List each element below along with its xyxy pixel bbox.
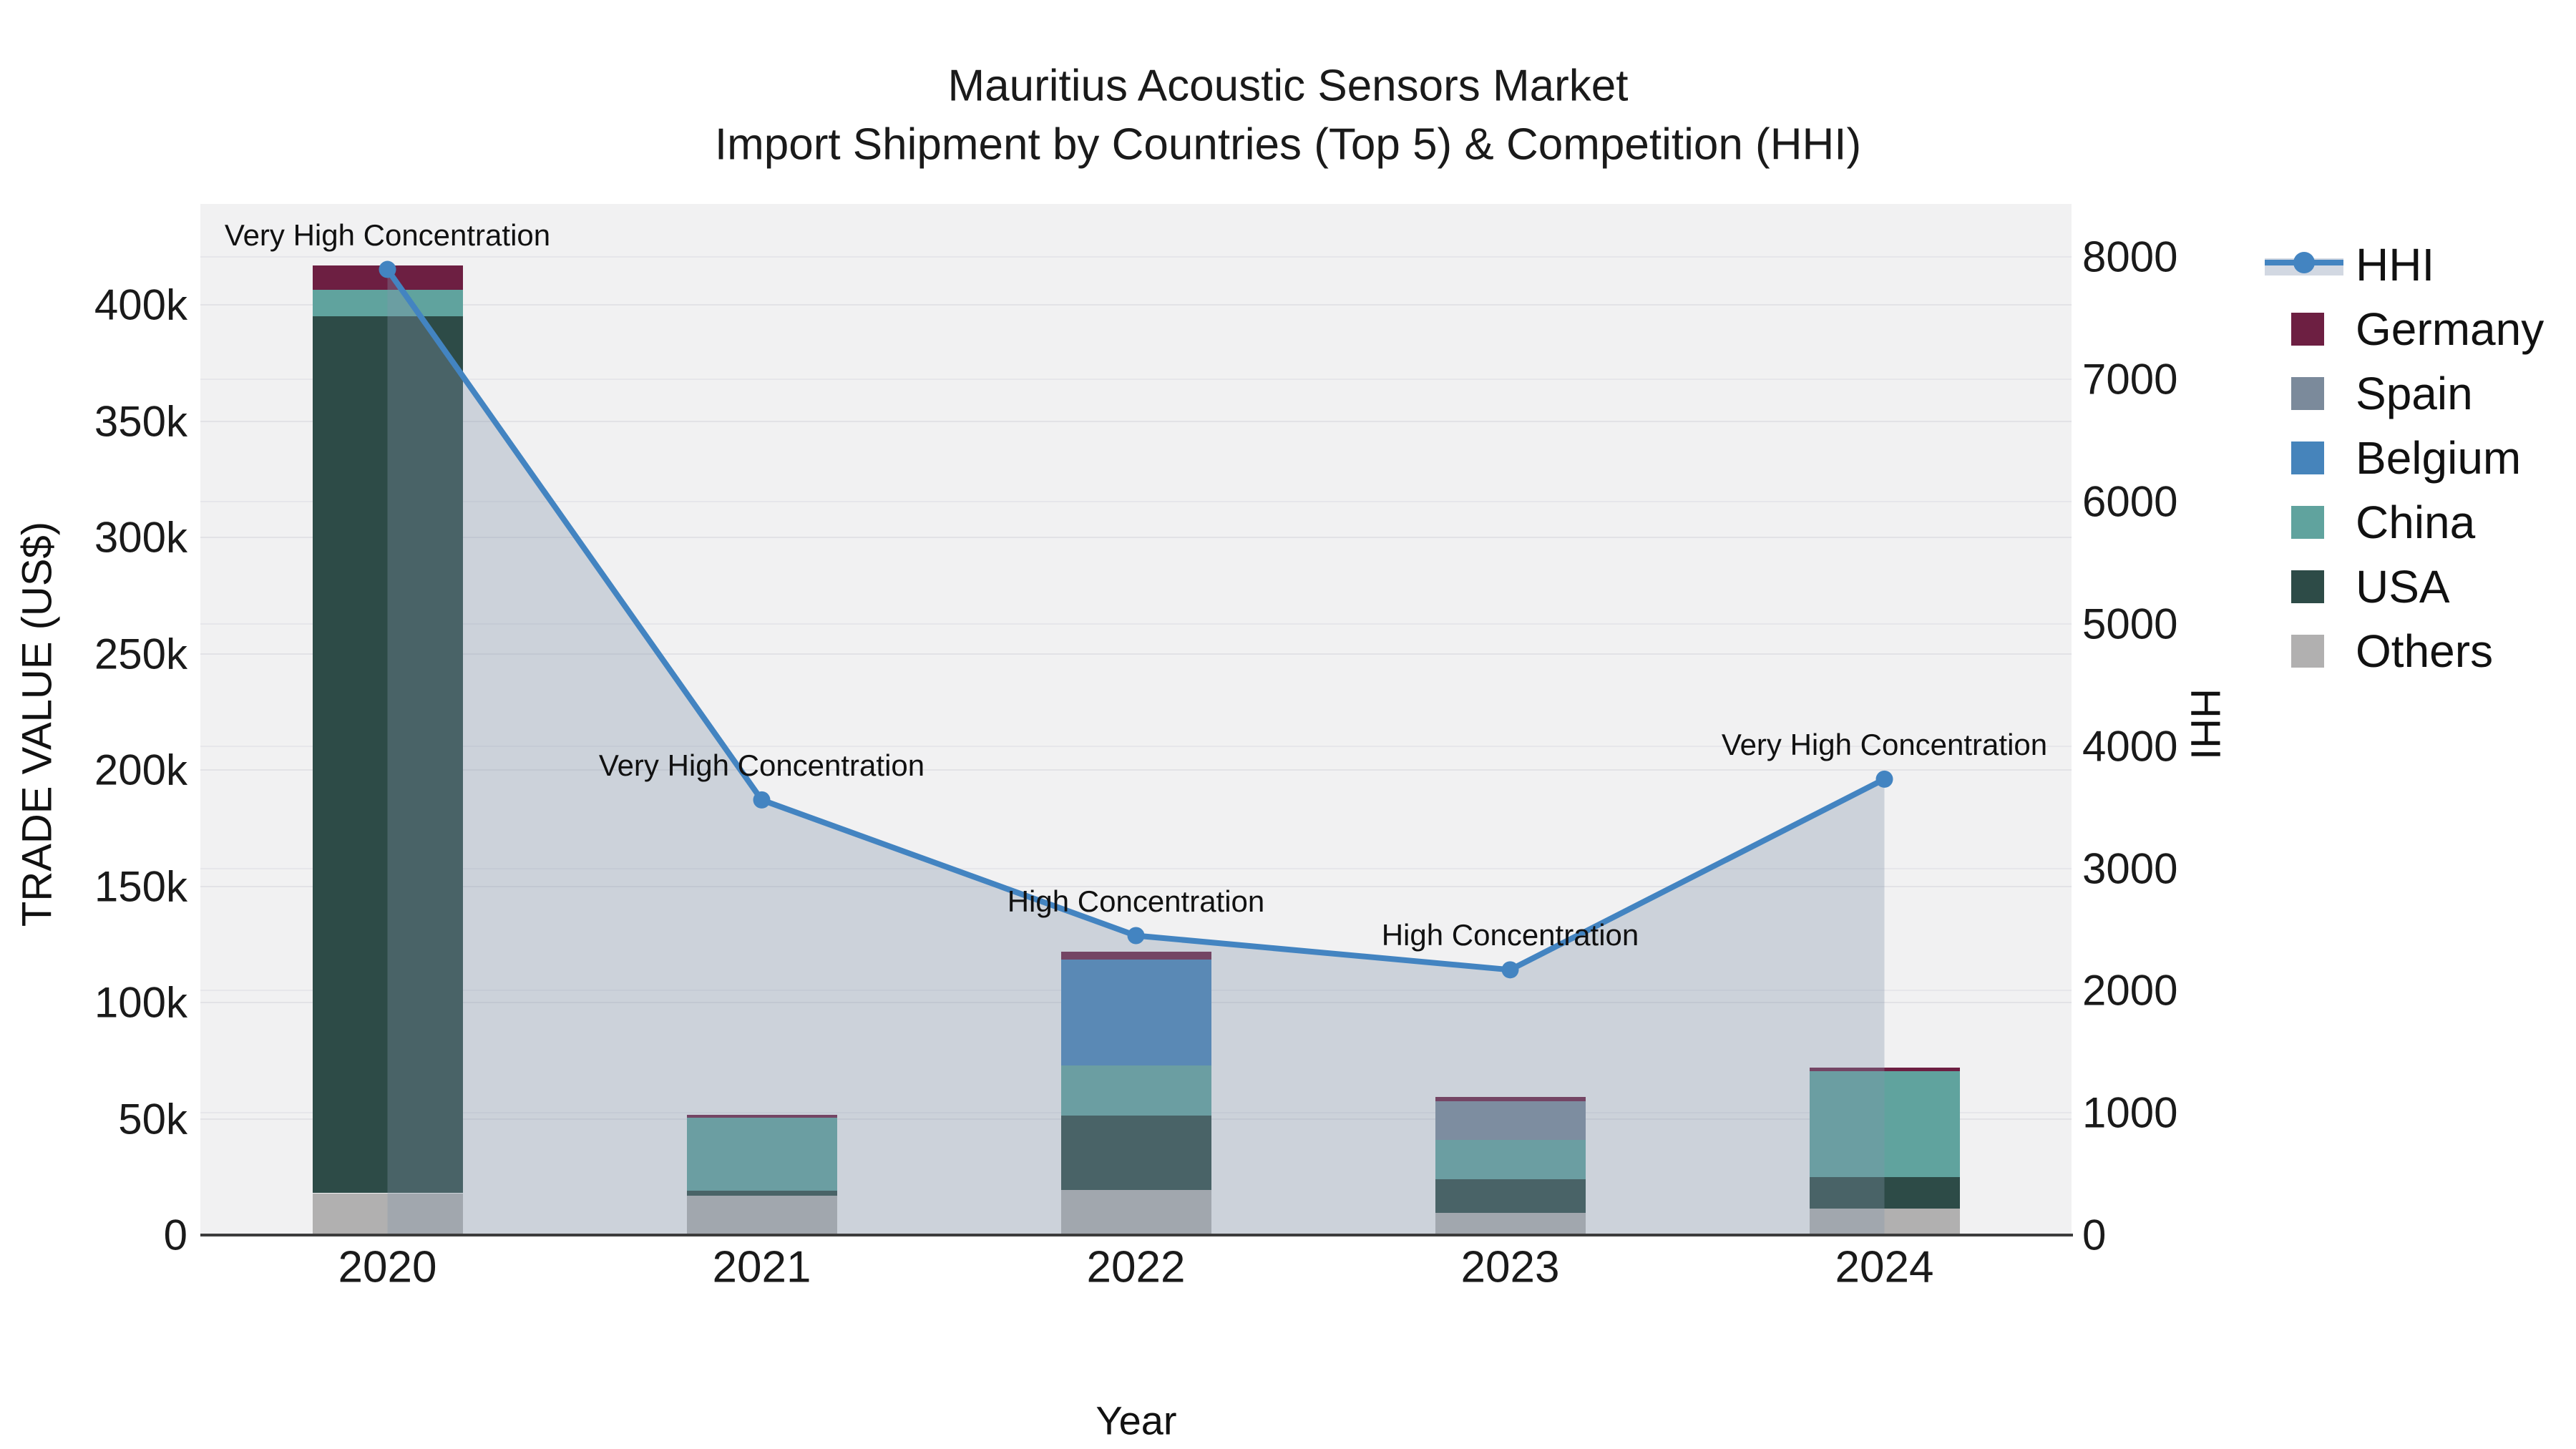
x-tick-2023: 2023 (1460, 1242, 1560, 1292)
bar-segment-usa-2024 (1809, 1176, 1960, 1209)
x-axis-title: Year (1096, 1397, 1177, 1443)
y-axis-right-title: HHI (2182, 688, 2229, 760)
y-right-tick-6000: 6000 (2082, 477, 2178, 526)
y-right-tick-2000: 2000 (2082, 966, 2178, 1015)
plot-area: Very High Concentration Very High Concent… (200, 204, 2072, 1235)
bar-segment-germany-2021 (686, 1114, 837, 1118)
bar-segment-china-2022 (1060, 1065, 1211, 1116)
annotation-2024: Very High Concentration (1721, 727, 2048, 761)
gridline-right (200, 379, 2072, 381)
gridline-left (200, 885, 2072, 887)
y-left-tick-0: 0 (163, 1211, 187, 1259)
legend-label-china: China (2356, 497, 2476, 548)
hhi-marker-2022 (1127, 927, 1145, 945)
chart-title-line2: Import Shipment by Countries (Top 5) & C… (714, 119, 1862, 170)
x-tick-2022: 2022 (1086, 1242, 1186, 1292)
bar-segment-others-2024 (1809, 1208, 1960, 1235)
legend-swatch-others (2291, 635, 2324, 668)
gridline-left (200, 769, 2072, 771)
annotation-2022: High Concentration (1007, 884, 1265, 918)
y-left-tick-400k: 400k (94, 280, 187, 329)
hhi-area-fill (387, 269, 1885, 1235)
y-left-tick-300k: 300k (94, 513, 187, 562)
bar-segment-germany-2024 (1809, 1068, 1960, 1071)
bar-segment-usa-2022 (1060, 1115, 1211, 1190)
hhi-marker-2024 (1875, 770, 1893, 788)
y-right-tick-1000: 1000 (2082, 1088, 2178, 1137)
annotation-2021: Very High Concentration (598, 748, 925, 782)
legend-swatch-china (2291, 506, 2324, 539)
y-left-tick-250k: 250k (94, 630, 187, 678)
legend-label-belgium: Belgium (2356, 432, 2522, 484)
y-right-tick-3000: 3000 (2082, 844, 2178, 893)
bar-segment-others-2021 (686, 1195, 837, 1235)
gridline-left (200, 653, 2072, 655)
bar-segment-others-2023 (1435, 1213, 1586, 1235)
gridline-right (200, 256, 2072, 258)
annotation-2023: High Concentration (1381, 918, 1639, 952)
legend-swatch-usa (2291, 570, 2324, 603)
bar-segment-china-2023 (1435, 1139, 1586, 1179)
hhi-marker-2021 (753, 791, 771, 809)
hhi-legend-sample (2265, 248, 2343, 281)
legend-label-others: Others (2356, 625, 2494, 677)
y-left-tick-350k: 350k (94, 397, 187, 446)
bar-segment-usa-2020 (312, 316, 463, 1194)
y-left-tick-200k: 200k (94, 746, 187, 794)
legend-label-usa: USA (2356, 561, 2450, 613)
bar-segment-others-2022 (1060, 1189, 1211, 1235)
bar-segment-usa-2021 (686, 1191, 837, 1196)
legend-swatch-belgium (2291, 441, 2324, 474)
y-left-tick-100k: 100k (94, 978, 187, 1027)
y-axis-left-title: TRADE VALUE (US$) (14, 521, 61, 927)
bar-segment-usa-2023 (1435, 1179, 1586, 1214)
gridline-left (200, 537, 2072, 539)
gridline-left (200, 420, 2072, 422)
legend-label-hhi: HHI (2356, 239, 2435, 291)
y-left-tick-150k: 150k (94, 862, 187, 911)
x-axis-spine (200, 1234, 2073, 1236)
gridline-right (200, 623, 2072, 625)
hhi-overlay (379, 260, 1893, 1235)
legend-swatch-germany (2291, 313, 2324, 346)
chart-title-line1: Mauritius Acoustic Sensors Market (947, 61, 1629, 111)
y-right-tick-0: 0 (2082, 1211, 2107, 1259)
bar-segment-belgium-2022 (1060, 959, 1211, 1065)
gridline-left (200, 304, 2072, 306)
x-tick-2024: 2024 (1835, 1242, 1934, 1292)
x-tick-2021: 2021 (712, 1242, 811, 1292)
bar-segment-germany-2022 (1060, 951, 1211, 960)
annotation-2020: Very High Concentration (224, 218, 551, 252)
y-right-tick-5000: 5000 (2082, 600, 2178, 648)
bar-segment-others-2020 (312, 1193, 463, 1235)
bar-segment-china-2021 (686, 1117, 837, 1191)
gridline-right (200, 867, 2072, 869)
y-right-tick-7000: 7000 (2082, 355, 2178, 404)
x-tick-2020: 2020 (338, 1242, 437, 1292)
hhi-marker-2020 (379, 260, 396, 278)
legend-swatch-spain (2291, 377, 2324, 410)
legend-label-germany: Germany (2356, 303, 2545, 355)
y-left-tick-50k: 50k (118, 1095, 187, 1143)
hhi-legend-marker (2293, 252, 2315, 273)
y-right-tick-4000: 4000 (2082, 722, 2178, 771)
y-right-tick-8000: 8000 (2082, 233, 2178, 281)
bar-segment-spain-2023 (1435, 1101, 1586, 1140)
hhi-marker-2023 (1501, 961, 1519, 979)
gridline-right (200, 745, 2072, 747)
bar-segment-china-2024 (1809, 1070, 1960, 1177)
legend-label-spain: Spain (2356, 368, 2473, 419)
gridline-right (200, 501, 2072, 503)
bar-segment-china-2020 (312, 289, 463, 317)
bar-segment-germany-2023 (1435, 1096, 1586, 1102)
